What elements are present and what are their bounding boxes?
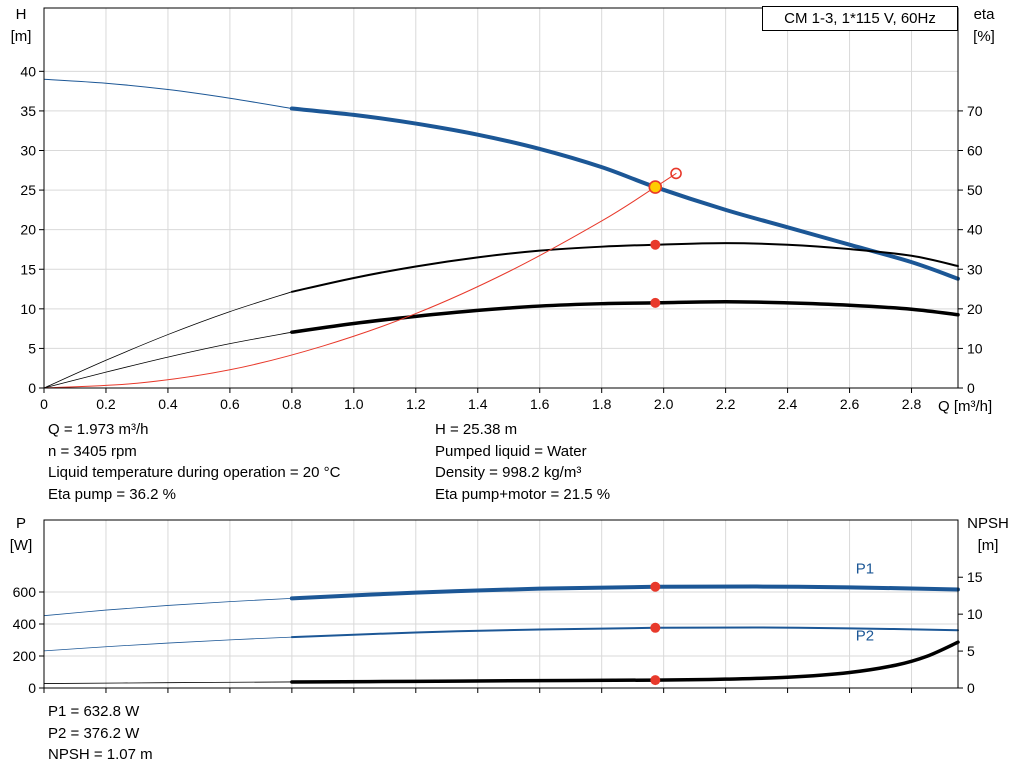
svg-text:P2: P2 xyxy=(856,627,874,644)
svg-text:5: 5 xyxy=(28,340,36,356)
eta-pump-value: Eta pump = 36.2 % xyxy=(48,485,176,503)
eta-pump-curve-extension xyxy=(43,291,293,389)
svg-text:2.2: 2.2 xyxy=(716,396,736,412)
head-value: H = 25.38 m xyxy=(435,421,518,438)
svg-text:1.6: 1.6 xyxy=(530,396,550,412)
svg-text:2.4: 2.4 xyxy=(778,396,798,412)
npsh-value: NPSH = 1.07 m xyxy=(48,746,153,763)
duty-point-eta-motor-dot xyxy=(650,297,661,308)
svg-text:0.8: 0.8 xyxy=(282,396,302,412)
pump-type-label: CM 1-3, 1*115 V, 60Hz xyxy=(784,10,936,27)
svg-text:30: 30 xyxy=(967,261,983,277)
svg-text:15: 15 xyxy=(967,569,983,585)
svg-text:15: 15 xyxy=(20,261,36,277)
head-axis-label: H [m] xyxy=(0,4,42,48)
eta-pump-motor-curve xyxy=(290,299,960,334)
projected-duty-circle xyxy=(670,167,682,180)
speed-value: n = 3405 rpm xyxy=(48,442,137,460)
svg-text:10: 10 xyxy=(20,301,36,317)
pump-type-title-box: CM 1-3, 1*115 V, 60Hz xyxy=(762,6,958,31)
duty-info-right: H = 25.38 m Pumped liquid = Water Densit… xyxy=(435,419,610,505)
npsh-curve-extension xyxy=(43,681,293,684)
svg-text:0: 0 xyxy=(28,380,36,396)
duty-point-p2-dot xyxy=(650,622,661,633)
flow-axis-label: Q [m³/h] xyxy=(938,398,993,415)
p2-curve xyxy=(290,626,959,639)
p1-value: P1 = 632.8 W xyxy=(48,703,140,720)
eta-axis-name: eta xyxy=(973,6,995,23)
svg-text:0: 0 xyxy=(40,396,48,412)
svg-text:35: 35 xyxy=(20,103,36,119)
qh-curve xyxy=(289,106,960,281)
pumped-liquid-value: Pumped liquid = Water xyxy=(435,442,587,460)
npsh-axis-name: NPSH xyxy=(967,515,1009,532)
power-axis-name: P xyxy=(15,515,26,532)
svg-text:P1: P1 xyxy=(856,561,874,578)
svg-text:0: 0 xyxy=(967,680,975,696)
npsh-curve xyxy=(290,640,960,684)
svg-text:2.6: 2.6 xyxy=(840,396,860,412)
svg-text:25: 25 xyxy=(20,182,36,198)
system-curve xyxy=(43,172,677,389)
svg-text:5: 5 xyxy=(967,643,975,659)
svg-text:0.2: 0.2 xyxy=(96,396,116,412)
svg-text:10: 10 xyxy=(967,340,983,356)
svg-text:2.8: 2.8 xyxy=(902,396,922,412)
power-axis-label: P [W] xyxy=(0,513,42,557)
duty-point-p1-dot xyxy=(650,581,661,592)
svg-text:1.0: 1.0 xyxy=(344,396,364,412)
svg-text:1.4: 1.4 xyxy=(468,396,488,412)
head-axis-name: H xyxy=(15,6,27,23)
eta-axis-label: eta [%] xyxy=(960,4,1008,48)
svg-text:70: 70 xyxy=(967,103,983,119)
svg-text:0.6: 0.6 xyxy=(220,396,240,412)
p2-curve-extension xyxy=(43,636,293,652)
svg-text:60: 60 xyxy=(967,143,983,159)
svg-text:40: 40 xyxy=(20,63,36,79)
flow-value: Q = 1.973 m³/h xyxy=(48,421,149,438)
svg-text:1.8: 1.8 xyxy=(592,396,612,412)
eta-pump-motor-value: Eta pump+motor = 21.5 % xyxy=(435,485,611,503)
svg-text:200: 200 xyxy=(13,648,37,664)
svg-text:30: 30 xyxy=(20,143,36,159)
eta-axis-unit: [%] xyxy=(973,28,995,45)
svg-text:400: 400 xyxy=(13,616,37,632)
head-axis-unit: [m] xyxy=(10,28,32,45)
svg-text:0: 0 xyxy=(28,680,36,696)
npsh-axis-label: NPSH [m] xyxy=(956,513,1020,557)
svg-text:20: 20 xyxy=(20,222,36,238)
svg-text:0.4: 0.4 xyxy=(158,396,178,412)
qh-curve-extension xyxy=(43,78,293,110)
npsh-axis-unit: [m] xyxy=(977,537,999,554)
svg-text:1.2: 1.2 xyxy=(406,396,426,412)
svg-text:20: 20 xyxy=(967,301,983,317)
p2-value: P2 = 376.2 W xyxy=(48,724,140,742)
power-npsh-chart-frame xyxy=(43,519,959,689)
power-axis-unit: [W] xyxy=(9,537,33,554)
p1-curve-extension xyxy=(43,598,293,617)
svg-text:600: 600 xyxy=(13,584,37,600)
power-info: P1 = 632.8 W P2 = 376.2 W NPSH = 1.07 m xyxy=(48,701,153,766)
svg-text:50: 50 xyxy=(967,182,983,198)
p1-curve xyxy=(289,584,960,601)
duty-info-left: Q = 1.973 m³/h n = 3405 rpm Liquid tempe… xyxy=(48,419,340,505)
svg-text:2.0: 2.0 xyxy=(654,396,674,412)
qh-eta-chart-frame xyxy=(43,7,959,389)
duty-point-eta-pump-dot xyxy=(650,239,661,250)
liquid-temperature-value: Liquid temperature during operation = 20… xyxy=(48,464,341,481)
eta-pump-motor-curve-extension xyxy=(43,331,293,389)
density-value: Density = 998.2 kg/m³ xyxy=(435,464,582,481)
svg-text:40: 40 xyxy=(967,222,983,238)
eta-pump-curve xyxy=(290,242,959,293)
svg-text:10: 10 xyxy=(967,606,983,622)
svg-text:0: 0 xyxy=(967,380,975,396)
duty-point-npsh-dot xyxy=(650,675,661,686)
duty-point xyxy=(648,180,663,194)
